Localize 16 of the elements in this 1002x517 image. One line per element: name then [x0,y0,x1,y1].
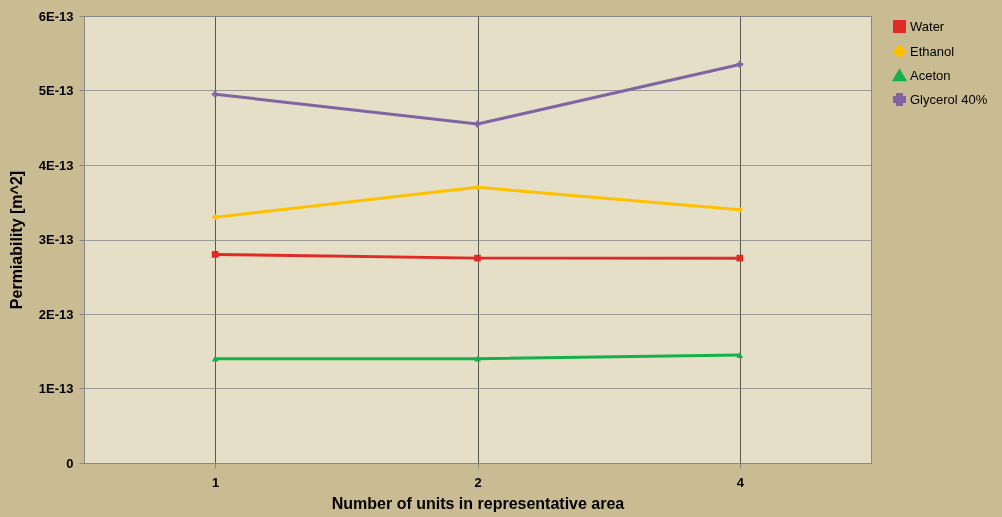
x-tick-label: 1 [212,474,220,490]
legend-label: Glycerol 40% [910,91,988,107]
y-tick-label: 4E-13 [38,157,74,173]
x-tick-label: 4 [736,474,745,490]
legend-label: Ethanol [910,43,955,59]
y-axis-title: Permiability [m^2] [7,170,25,310]
y-tick-label: 6E-13 [38,8,74,24]
legend-label: Water [910,18,945,34]
legend-label: Aceton [910,67,951,83]
y-tick-label: 3E-13 [38,232,74,247]
x-axis-title: Number of units in representative area [331,494,625,512]
y-tick-label: 2E-13 [38,306,74,322]
x-tick-label: 2 [474,474,482,490]
y-tick-label: 1E-13 [38,381,74,396]
y-tick-label: 0 [66,455,74,471]
y-tick-label: 5E-13 [38,83,74,98]
